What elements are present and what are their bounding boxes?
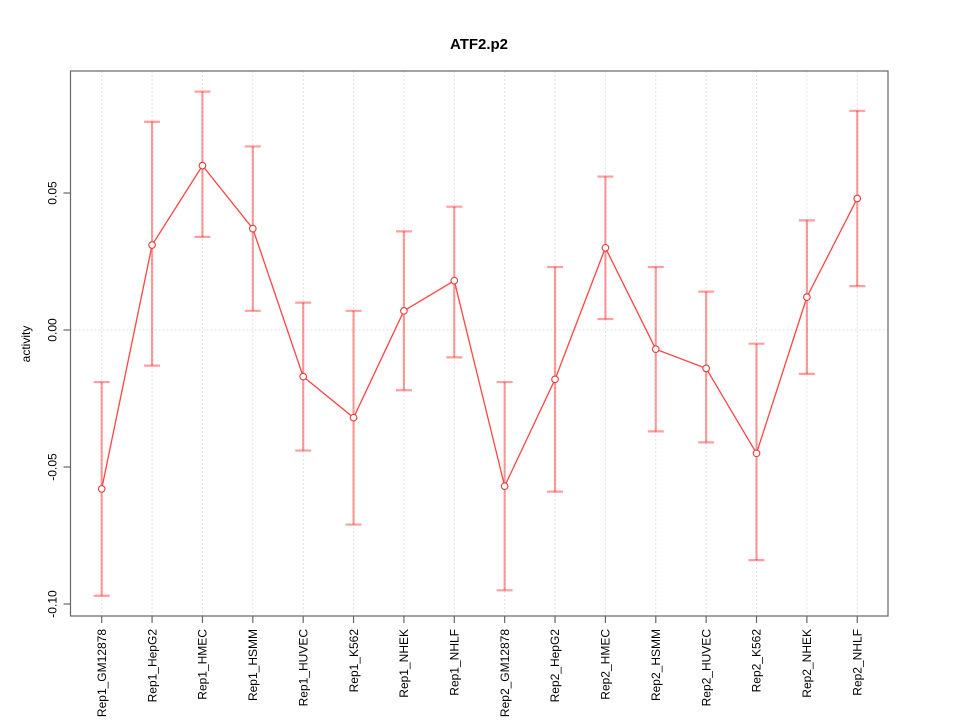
x-tick-label: Rep1_NHEK <box>397 629 411 698</box>
y-tick-label: -0.05 <box>46 453 60 481</box>
plot-box <box>69 70 889 617</box>
data-point <box>752 449 761 458</box>
data-point <box>248 224 257 233</box>
data-point <box>198 161 207 170</box>
data-point <box>651 345 660 354</box>
x-tick-label: Rep1_HMEC <box>196 629 210 700</box>
x-tick-label: Rep1_GM12878 <box>95 629 109 717</box>
data-point <box>349 413 358 422</box>
x-tick-label: Rep2_GM12878 <box>498 629 512 717</box>
series-line <box>101 164 858 490</box>
x-tick-label: Rep1_NHLF <box>447 629 461 696</box>
y-tick-label: 0.00 <box>46 318 60 342</box>
x-tick-label: Rep1_HSMM <box>246 629 260 701</box>
data-point <box>450 276 459 285</box>
y-tick-label: 0.05 <box>46 181 60 205</box>
data-point <box>803 293 811 301</box>
x-tick-label: Rep2_NHLF <box>850 629 864 696</box>
data-point <box>702 364 710 373</box>
y-tick-label: -0.10 <box>46 590 60 618</box>
x-tick-label: Rep1_HepG2 <box>145 629 159 703</box>
x-tick-label: Rep2_HepG2 <box>548 629 562 703</box>
data-point <box>551 375 559 384</box>
data-point <box>97 485 106 493</box>
x-tick-label: Rep2_HUVEC <box>699 629 713 707</box>
x-tick-label: Rep1_K562 <box>347 629 361 693</box>
data-point <box>148 241 156 249</box>
x-tick-label: Rep2_HMEC <box>599 629 613 700</box>
data-point <box>500 482 509 491</box>
x-tick-label: Rep2_NHEK <box>800 629 814 698</box>
data-point <box>853 194 862 203</box>
x-tick-label: Rep2_K562 <box>750 629 764 693</box>
data-point <box>299 372 308 381</box>
data-point <box>601 243 610 252</box>
x-tick-label: Rep1_HUVEC <box>296 629 310 707</box>
chart-title: ATF2.p2 <box>449 36 509 53</box>
data-point <box>400 306 408 315</box>
x-tick-label: Rep2_HSMM <box>649 629 663 701</box>
